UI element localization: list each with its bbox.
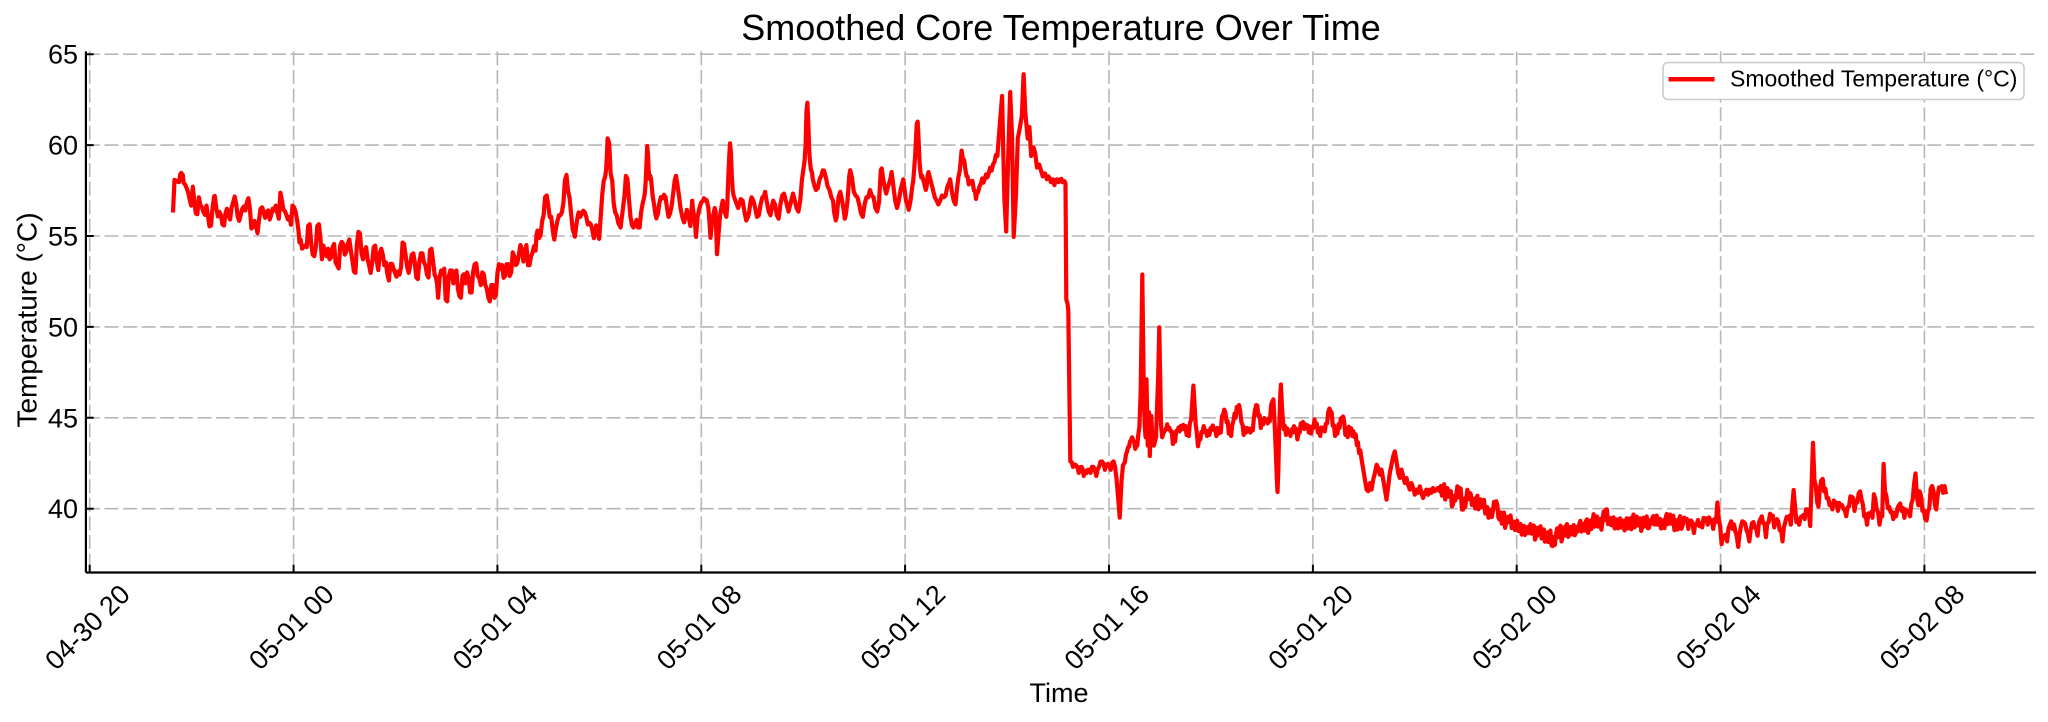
svg-text:55: 55 — [48, 222, 78, 252]
svg-text:45: 45 — [48, 403, 78, 433]
svg-text:Smoothed Temperature (°C): Smoothed Temperature (°C) — [1730, 66, 2017, 92]
svg-text:40: 40 — [48, 494, 78, 524]
svg-text:Smoothed Core Temperature Over: Smoothed Core Temperature Over Time — [741, 7, 1381, 48]
svg-text:Temperature (°C): Temperature (°C) — [12, 212, 43, 427]
svg-text:50: 50 — [48, 312, 78, 342]
svg-text:60: 60 — [48, 131, 78, 161]
svg-text:Time: Time — [1030, 678, 1089, 708]
svg-text:65: 65 — [48, 40, 78, 70]
